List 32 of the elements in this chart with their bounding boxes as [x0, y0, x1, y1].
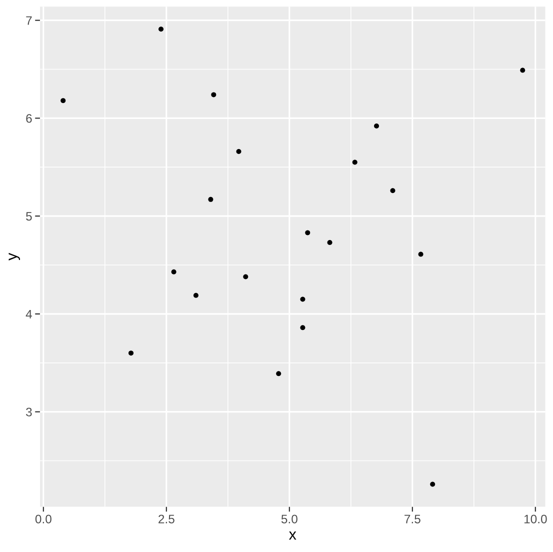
point: [193, 292, 198, 298]
point: [520, 68, 526, 73]
x-tick-label: 2.5: [158, 514, 174, 524]
point: [236, 148, 242, 154]
y-tick-label: 3: [26, 408, 32, 416]
point: [128, 350, 134, 356]
point: [243, 274, 248, 280]
y-tick-label: 5: [26, 212, 32, 221]
point: [418, 252, 424, 257]
point: [327, 240, 332, 245]
x-tick-label: 5.0: [281, 514, 298, 524]
point: [352, 160, 358, 165]
x-tick-label: 7.5: [404, 514, 420, 524]
y-tick-label: 4: [26, 310, 32, 318]
x-tick-label: 0.0: [35, 514, 52, 524]
x-tick-label: 10.0: [524, 514, 547, 524]
point: [60, 98, 66, 104]
point: [158, 26, 164, 32]
point: [390, 188, 396, 194]
y-axis-title: y: [8, 252, 20, 260]
point: [300, 296, 306, 302]
point: [374, 124, 380, 129]
point: [276, 371, 282, 376]
x-axis-title: x: [288, 532, 296, 540]
point: [211, 92, 216, 98]
point: [171, 269, 176, 274]
point: [305, 230, 310, 236]
point: [300, 325, 306, 330]
y-tick-label: 7: [26, 16, 32, 25]
point: [430, 482, 436, 487]
y-tick-label: 6: [26, 114, 32, 123]
point: [208, 196, 214, 202]
